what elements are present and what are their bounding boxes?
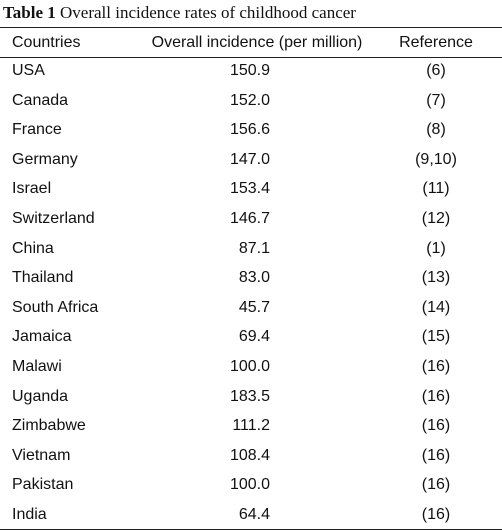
incidence-cell: 152.0 bbox=[229, 91, 270, 109]
incidence-cell: 69.4 bbox=[238, 328, 270, 346]
reference-cell: (7) bbox=[426, 91, 446, 109]
country-cell: Germany bbox=[12, 150, 78, 168]
country-cell: Vietnam bbox=[12, 446, 71, 464]
incidence-cell: 100.0 bbox=[229, 476, 270, 494]
reference-cell: (11) bbox=[422, 180, 450, 198]
incidence-cell: 147.0 bbox=[229, 150, 270, 168]
country-cell: Canada bbox=[12, 91, 69, 109]
incidence-cell: 146.7 bbox=[229, 210, 270, 227]
header-country: Countries bbox=[12, 34, 81, 51]
reference-cell: (16) bbox=[421, 387, 451, 405]
country-cell: Israel bbox=[12, 180, 52, 198]
reference-cell: (16) bbox=[421, 446, 451, 464]
incidence-cell: 150.9 bbox=[229, 62, 270, 79]
reference-cell: (16) bbox=[421, 358, 451, 375]
reference-cell: (9,10) bbox=[415, 150, 457, 168]
country-cell: South Africa bbox=[12, 298, 99, 316]
top-rule bbox=[0, 27, 502, 28]
incidence-cell: 183.5 bbox=[229, 387, 270, 405]
incidence-cell: 153.4 bbox=[229, 180, 270, 198]
header-incidence: Overall incidence (per million) bbox=[151, 34, 363, 51]
country-cell: France bbox=[12, 121, 62, 139]
reference-cell: (12) bbox=[421, 210, 451, 227]
incidence-cell: 156.6 bbox=[229, 121, 270, 139]
country-cell: Uganda bbox=[12, 387, 69, 405]
incidence-cell: 64.4 bbox=[238, 506, 270, 523]
country-cell: Thailand bbox=[12, 269, 74, 287]
incidence-cell: 108.4 bbox=[229, 446, 270, 464]
reference-cell: (6) bbox=[426, 62, 446, 79]
bottom-rule bbox=[0, 529, 502, 530]
country-cell: USA bbox=[12, 62, 45, 79]
reference-cell: (13) bbox=[421, 269, 451, 287]
reference-cell: (16) bbox=[421, 506, 451, 523]
country-cell: Switzerland bbox=[12, 210, 95, 227]
caption-text: Overall incidence rates of childhood can… bbox=[60, 3, 356, 22]
header-rule bbox=[0, 57, 502, 58]
reference-cell: (16) bbox=[421, 476, 451, 494]
country-cell: India bbox=[12, 506, 47, 523]
country-cell: Jamaica bbox=[12, 328, 72, 346]
incidence-cell: 87.1 bbox=[238, 239, 270, 257]
incidence-cell: 100.0 bbox=[229, 358, 270, 375]
caption: Table 1 Overall incidence rates of child… bbox=[3, 3, 356, 23]
incidence-cell: 83.0 bbox=[238, 269, 270, 287]
reference-cell: (16) bbox=[421, 417, 451, 435]
country-cell: Pakistan bbox=[12, 476, 74, 494]
reference-cell: (15) bbox=[421, 328, 451, 346]
reference-cell: (8) bbox=[426, 121, 446, 139]
reference-cell: (1) bbox=[426, 239, 446, 257]
reference-cell: (14) bbox=[421, 298, 451, 316]
header-reference: Reference bbox=[399, 34, 473, 51]
country-cell: Malawi bbox=[12, 358, 62, 375]
caption-label: Table 1 bbox=[3, 3, 56, 22]
incidence-cell: 111.2 bbox=[232, 417, 270, 435]
country-cell: China bbox=[12, 239, 54, 257]
country-cell: Zimbabwe bbox=[12, 417, 86, 435]
incidence-cell: 45.7 bbox=[238, 298, 270, 316]
